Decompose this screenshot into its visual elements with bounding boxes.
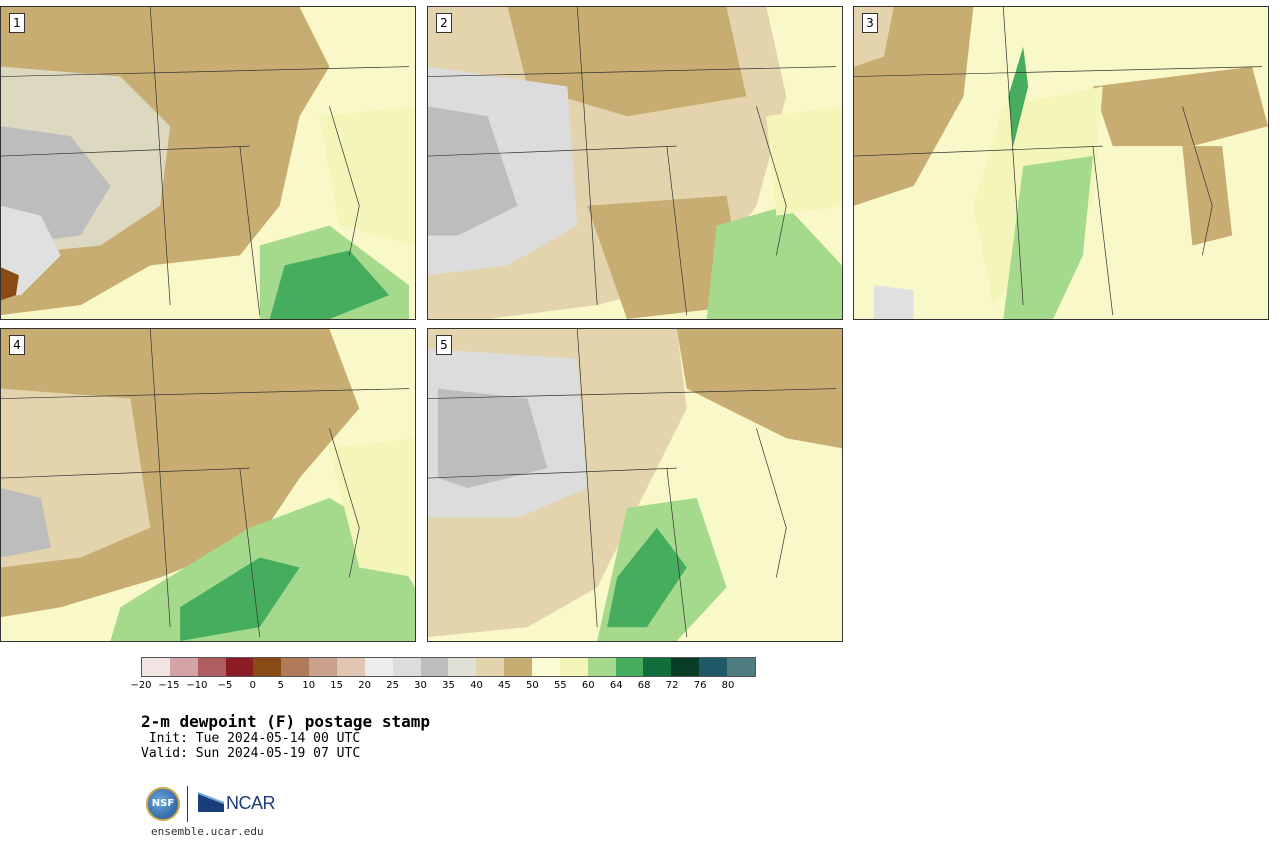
colorbar-tick-label: 25 (386, 680, 399, 691)
logos: NSF NCAR (143, 784, 283, 826)
colorbar-tick-label: 35 (442, 680, 455, 691)
colorbar-tick-label: 76 (693, 680, 707, 691)
colorbar-tick-label: 50 (525, 680, 539, 691)
colorbar-tick-label: 72 (665, 680, 679, 691)
colorbar-tick-label: 30 (414, 680, 427, 691)
nsf-logo: NSF (146, 787, 180, 821)
colorbar-swatch (309, 658, 338, 676)
colorbar-tick-label: −20 (130, 680, 152, 691)
panel-number: 1 (9, 13, 25, 33)
colorbar-tick-label: −15 (158, 680, 180, 691)
colorbar-swatch (699, 658, 728, 676)
colorbar-tick-label: 60 (581, 680, 595, 691)
panel-number: 5 (436, 335, 452, 355)
dewpoint-map-1 (1, 7, 415, 319)
colorbar-swatch (532, 658, 560, 676)
colorbar-swatch (281, 658, 310, 676)
colorbar-swatch (364, 658, 393, 676)
dewpoint-map-2 (428, 7, 842, 319)
colorbar-tick-label: 10 (302, 680, 316, 691)
colorbar-tick-label: 0 (249, 680, 256, 691)
colorbar-swatch (587, 658, 616, 676)
colorbar-tick-label: 55 (553, 680, 567, 691)
dewpoint-map-5 (428, 329, 842, 641)
init-time: Init: Tue 2024-05-14 00 UTC (141, 731, 361, 746)
colorbar-tick-label: 64 (609, 680, 623, 691)
colorbar-swatch (197, 658, 226, 676)
map-panel-3: 3 (853, 6, 1269, 320)
map-panel-4: 4 (0, 328, 416, 642)
colorbar-swatch (337, 658, 365, 676)
panel-number: 3 (862, 13, 878, 33)
plot-title: 2-m dewpoint (F) postage stamp (141, 712, 430, 731)
valid-time: Valid: Sun 2024-05-19 07 UTC (141, 746, 361, 761)
colorbar-swatch (504, 658, 533, 676)
colorbar-tick-label: 68 (637, 680, 651, 691)
colorbar-tick-label: 80 (721, 680, 735, 691)
dewpoint-map-4 (1, 329, 415, 641)
colorbar-swatch (671, 658, 700, 676)
site-url: ensemble.ucar.edu (151, 825, 264, 838)
colorbar-tick-label: −10 (186, 680, 208, 691)
ncar-logo-mark (198, 792, 224, 812)
colorbar-swatch (615, 658, 644, 676)
colorbar-tick-label: 5 (277, 680, 284, 691)
map-panel-1: 1 (0, 6, 416, 320)
colorbar-swatch (253, 658, 282, 676)
colorbar-tick-label: −5 (217, 680, 233, 691)
colorbar-swatch (448, 658, 477, 676)
logo-divider (187, 786, 188, 822)
colorbar-swatch (559, 658, 588, 676)
colorbar (141, 657, 756, 677)
colorbar-swatch (225, 658, 254, 676)
colorbar-swatch (392, 658, 421, 676)
colorbar-tick-label: 40 (470, 680, 483, 691)
ncar-logo-text: NCAR (226, 793, 276, 813)
colorbar-swatch (142, 658, 170, 676)
colorbar-ticks: −20 −15 −10 −5 0 5 10 15 20 25 30 35 40 45 50 55 60 64 68 7… (130, 680, 756, 694)
colorbar-tick-label: 20 (358, 680, 371, 691)
panel-number: 4 (9, 335, 25, 355)
colorbar-swatch (727, 658, 755, 676)
colorbar-swatch (476, 658, 505, 676)
colorbar-swatch (420, 658, 449, 676)
panel-number: 2 (436, 13, 452, 33)
colorbar-tick-label: 45 (498, 680, 511, 691)
dewpoint-map-3 (854, 7, 1268, 319)
colorbar-swatch (643, 658, 672, 676)
map-panel-5: 5 (427, 328, 843, 642)
colorbar-tick-label: 15 (330, 680, 344, 691)
colorbar-swatch (169, 658, 198, 676)
map-panel-2: 2 (427, 6, 843, 320)
